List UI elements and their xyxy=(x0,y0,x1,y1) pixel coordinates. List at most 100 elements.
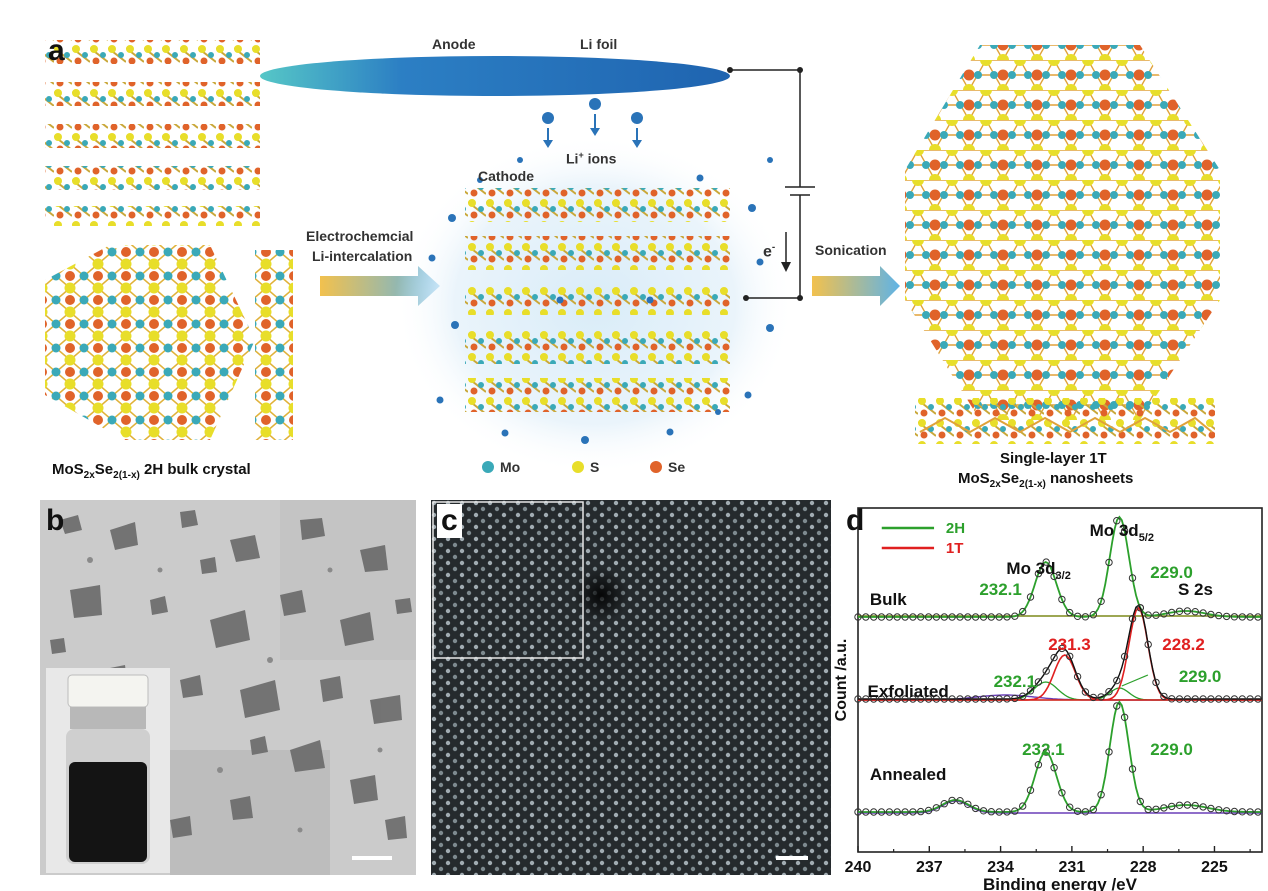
sample-label-exfoliated: Exfoliated xyxy=(868,682,949,701)
data-point xyxy=(1222,695,1231,703)
legend-label-1t: 1T xyxy=(946,540,964,557)
arrow-sonication xyxy=(812,266,900,306)
data-point xyxy=(1230,807,1239,816)
data-point xyxy=(1168,802,1176,811)
x-tick-label: 234 xyxy=(987,859,1014,876)
cathode-label: Cathode xyxy=(478,168,534,184)
data-point xyxy=(932,804,941,812)
li-foil-anode xyxy=(260,56,730,96)
data-point xyxy=(877,695,886,703)
x-tick-label: 225 xyxy=(1201,859,1228,876)
data-point xyxy=(940,800,949,808)
data-point xyxy=(971,613,980,621)
data-point xyxy=(932,695,941,703)
legend-mo: Mo xyxy=(500,459,521,475)
data-point xyxy=(1254,695,1262,703)
data-point xyxy=(979,807,988,815)
data-point xyxy=(1026,687,1035,695)
data-point xyxy=(1073,807,1082,815)
data-point xyxy=(1215,611,1223,620)
data-point xyxy=(1160,804,1168,812)
data-point xyxy=(948,695,956,703)
data-point xyxy=(1097,693,1105,701)
data-point xyxy=(901,808,909,816)
data-point xyxy=(1081,688,1090,696)
data-point xyxy=(979,695,988,703)
right-caption-line2: MoS2xSe2(1-x) nanosheets xyxy=(958,470,1133,490)
data-point xyxy=(1089,693,1097,702)
x-axis-label: Binding energy /eV xyxy=(983,875,1138,891)
data-point xyxy=(1113,517,1121,525)
data-point xyxy=(1066,803,1074,811)
x-tick-label: 237 xyxy=(916,859,943,876)
data-point xyxy=(854,613,862,621)
right-caption-rest: nanosheets xyxy=(1045,470,1134,487)
data-point xyxy=(956,613,964,621)
data-point xyxy=(1128,574,1137,582)
data-point xyxy=(885,695,894,703)
data-point xyxy=(877,613,886,621)
anode-label: Anode xyxy=(432,36,476,52)
data-point xyxy=(1058,789,1066,797)
data-point xyxy=(1097,597,1105,606)
right-caption-se: Se xyxy=(1000,470,1020,487)
panel-d: d 240 237 234 231 228 225 Binding energy /eV Co… xyxy=(830,500,1268,891)
data-point xyxy=(1207,804,1215,813)
legend-se: Se xyxy=(668,459,686,475)
label-mo-3d52: Mo 3d5/2 xyxy=(1090,521,1154,544)
data-point xyxy=(1050,764,1058,772)
x-tick-label: 228 xyxy=(1130,859,1157,876)
electron-sup: - xyxy=(771,242,776,253)
xps-chart: 240 237 234 231 228 225 Binding energy /eV Coun… xyxy=(833,507,1263,891)
label-mo-3d52-text: Mo 3d xyxy=(1090,521,1139,540)
data-point xyxy=(1230,613,1239,621)
data-point xyxy=(995,695,1003,703)
data-point xyxy=(956,797,964,805)
data-point xyxy=(1199,803,1207,811)
data-point xyxy=(956,695,964,703)
data-point xyxy=(1066,608,1074,617)
x-tick-label: 240 xyxy=(845,859,872,876)
data-point xyxy=(1199,695,1207,703)
peak-value-label: 232.1 xyxy=(979,580,1022,599)
scale-bar-b xyxy=(352,856,392,860)
data-point xyxy=(917,695,925,703)
data-point xyxy=(1081,808,1090,816)
data-point xyxy=(1042,558,1050,566)
data-point xyxy=(1105,748,1113,756)
step2-label: Sonication xyxy=(815,242,887,258)
plot-frame xyxy=(857,507,1263,853)
label-mo-3d32: Mo 3d3/2 xyxy=(1006,559,1070,582)
data-point xyxy=(1089,611,1097,619)
data-point xyxy=(1152,611,1160,619)
data-point xyxy=(1120,713,1129,722)
data-point xyxy=(1136,604,1144,612)
data-point xyxy=(948,613,956,621)
data-point xyxy=(885,613,894,621)
data-point xyxy=(1128,615,1137,623)
step1-line1: Electrochemcial xyxy=(306,228,414,244)
data-point xyxy=(1003,613,1011,621)
sample-label-bulk: Bulk xyxy=(870,590,907,609)
data-point xyxy=(893,808,901,816)
left-caption: MoS2xSe2(1-x) 2H bulk crystal xyxy=(52,461,251,481)
data-point xyxy=(870,808,878,816)
peak-value-label: 228.2 xyxy=(1162,635,1205,654)
li-ions-label: Li+ ions xyxy=(566,150,616,167)
electron-symbol: e xyxy=(763,243,772,261)
data-point xyxy=(924,695,933,703)
data-point xyxy=(1168,695,1176,703)
data-point xyxy=(917,807,925,816)
label-mo-3d32-text: Mo 3d xyxy=(1006,559,1055,578)
data-point xyxy=(940,695,949,703)
cathode-layers xyxy=(465,188,730,412)
data-point xyxy=(1160,610,1168,618)
data-point xyxy=(971,804,980,813)
data-point xyxy=(995,808,1003,816)
legend-s: S xyxy=(590,459,600,475)
panel-d-label: d xyxy=(846,504,865,537)
data-point xyxy=(1191,801,1199,810)
data-point xyxy=(901,613,909,621)
data-point xyxy=(862,808,870,816)
data-point xyxy=(1215,695,1223,703)
